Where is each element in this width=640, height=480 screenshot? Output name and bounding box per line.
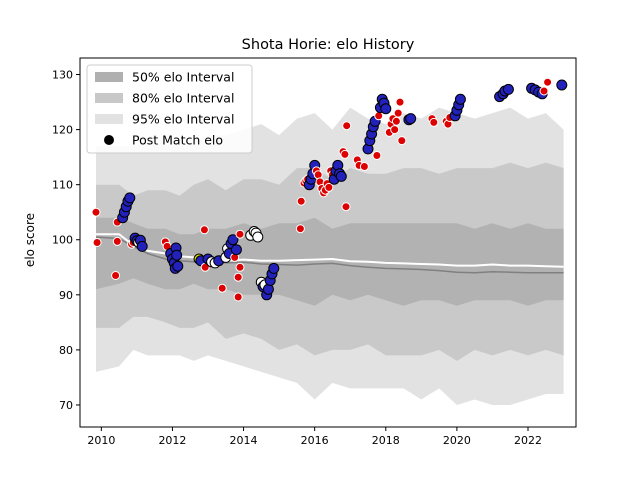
x-tick-label: 2022 bbox=[514, 434, 542, 447]
match-point bbox=[124, 192, 136, 204]
match-point bbox=[359, 162, 369, 171]
y-tick-label: 100 bbox=[52, 234, 73, 247]
match-point bbox=[374, 111, 384, 121]
match-point bbox=[335, 170, 347, 182]
legend-box bbox=[86, 64, 253, 154]
legend: 50% elo Interval 80% elo Interval 95% elo … bbox=[86, 64, 253, 154]
legend-label: 95% elo Interval bbox=[132, 112, 234, 127]
legend-label: 50% elo Interval bbox=[132, 70, 234, 85]
x-tick-label: 2020 bbox=[443, 434, 471, 447]
match-point bbox=[268, 262, 280, 274]
axes: 2010 2012 2014 2016 2018 2020 2022 70 80 90 100 110… bbox=[52, 57, 577, 447]
legend-swatch bbox=[95, 72, 123, 82]
match-point bbox=[230, 244, 242, 256]
x-tick-label: 2016 bbox=[301, 434, 329, 447]
match-point bbox=[92, 238, 102, 247]
match-point bbox=[539, 86, 549, 96]
y-tick-label: 70 bbox=[59, 399, 73, 412]
y-tick-label: 90 bbox=[59, 289, 73, 302]
match-point bbox=[295, 224, 305, 234]
plot-area bbox=[91, 77, 568, 405]
y-axis-label: elo score bbox=[23, 213, 37, 267]
match-point bbox=[390, 125, 400, 135]
match-point bbox=[340, 149, 350, 159]
x-tick-label: 2012 bbox=[158, 434, 186, 447]
legend-swatch bbox=[95, 114, 123, 124]
match-point bbox=[342, 121, 352, 131]
match-point bbox=[235, 262, 245, 272]
match-point bbox=[252, 231, 264, 243]
match-point bbox=[397, 136, 407, 146]
match-point bbox=[391, 116, 401, 126]
match-point bbox=[405, 113, 417, 125]
x-tick-label: 2010 bbox=[87, 434, 115, 447]
match-point bbox=[324, 182, 334, 192]
match-point bbox=[543, 77, 553, 87]
legend-swatch bbox=[95, 93, 123, 103]
match-point bbox=[296, 196, 306, 206]
match-point bbox=[136, 240, 148, 252]
match-point bbox=[393, 108, 403, 118]
x-tick-label: 2014 bbox=[230, 434, 258, 447]
match-point bbox=[341, 202, 351, 212]
match-point bbox=[556, 79, 568, 91]
match-point bbox=[91, 207, 101, 217]
match-point bbox=[233, 292, 243, 302]
match-point bbox=[235, 229, 245, 239]
legend-marker bbox=[104, 135, 114, 145]
match-point bbox=[112, 236, 122, 246]
match-point bbox=[262, 283, 274, 295]
match-point bbox=[233, 272, 243, 282]
chart-title: Shota Horie: elo History bbox=[242, 37, 415, 53]
x-tick-label: 2018 bbox=[372, 434, 400, 447]
legend-label: Post Match elo bbox=[132, 133, 223, 148]
match-point bbox=[111, 271, 121, 280]
match-point bbox=[429, 117, 439, 127]
y-tick-label: 130 bbox=[52, 69, 73, 82]
match-point bbox=[217, 283, 227, 293]
legend-label: 80% elo Interval bbox=[132, 91, 234, 106]
match-point bbox=[380, 103, 392, 115]
match-point bbox=[171, 249, 183, 261]
match-point bbox=[172, 260, 184, 272]
y-tick-label: 110 bbox=[52, 179, 73, 192]
match-point bbox=[395, 97, 405, 107]
match-point bbox=[502, 83, 514, 95]
match-point bbox=[454, 93, 466, 105]
match-point bbox=[372, 151, 382, 160]
band-50-interval bbox=[96, 217, 564, 306]
plot-frame bbox=[79, 57, 577, 428]
match-point bbox=[227, 234, 239, 246]
y-tick-label: 80 bbox=[59, 344, 73, 357]
match-point bbox=[199, 225, 209, 235]
y-tick-label: 120 bbox=[52, 124, 73, 137]
